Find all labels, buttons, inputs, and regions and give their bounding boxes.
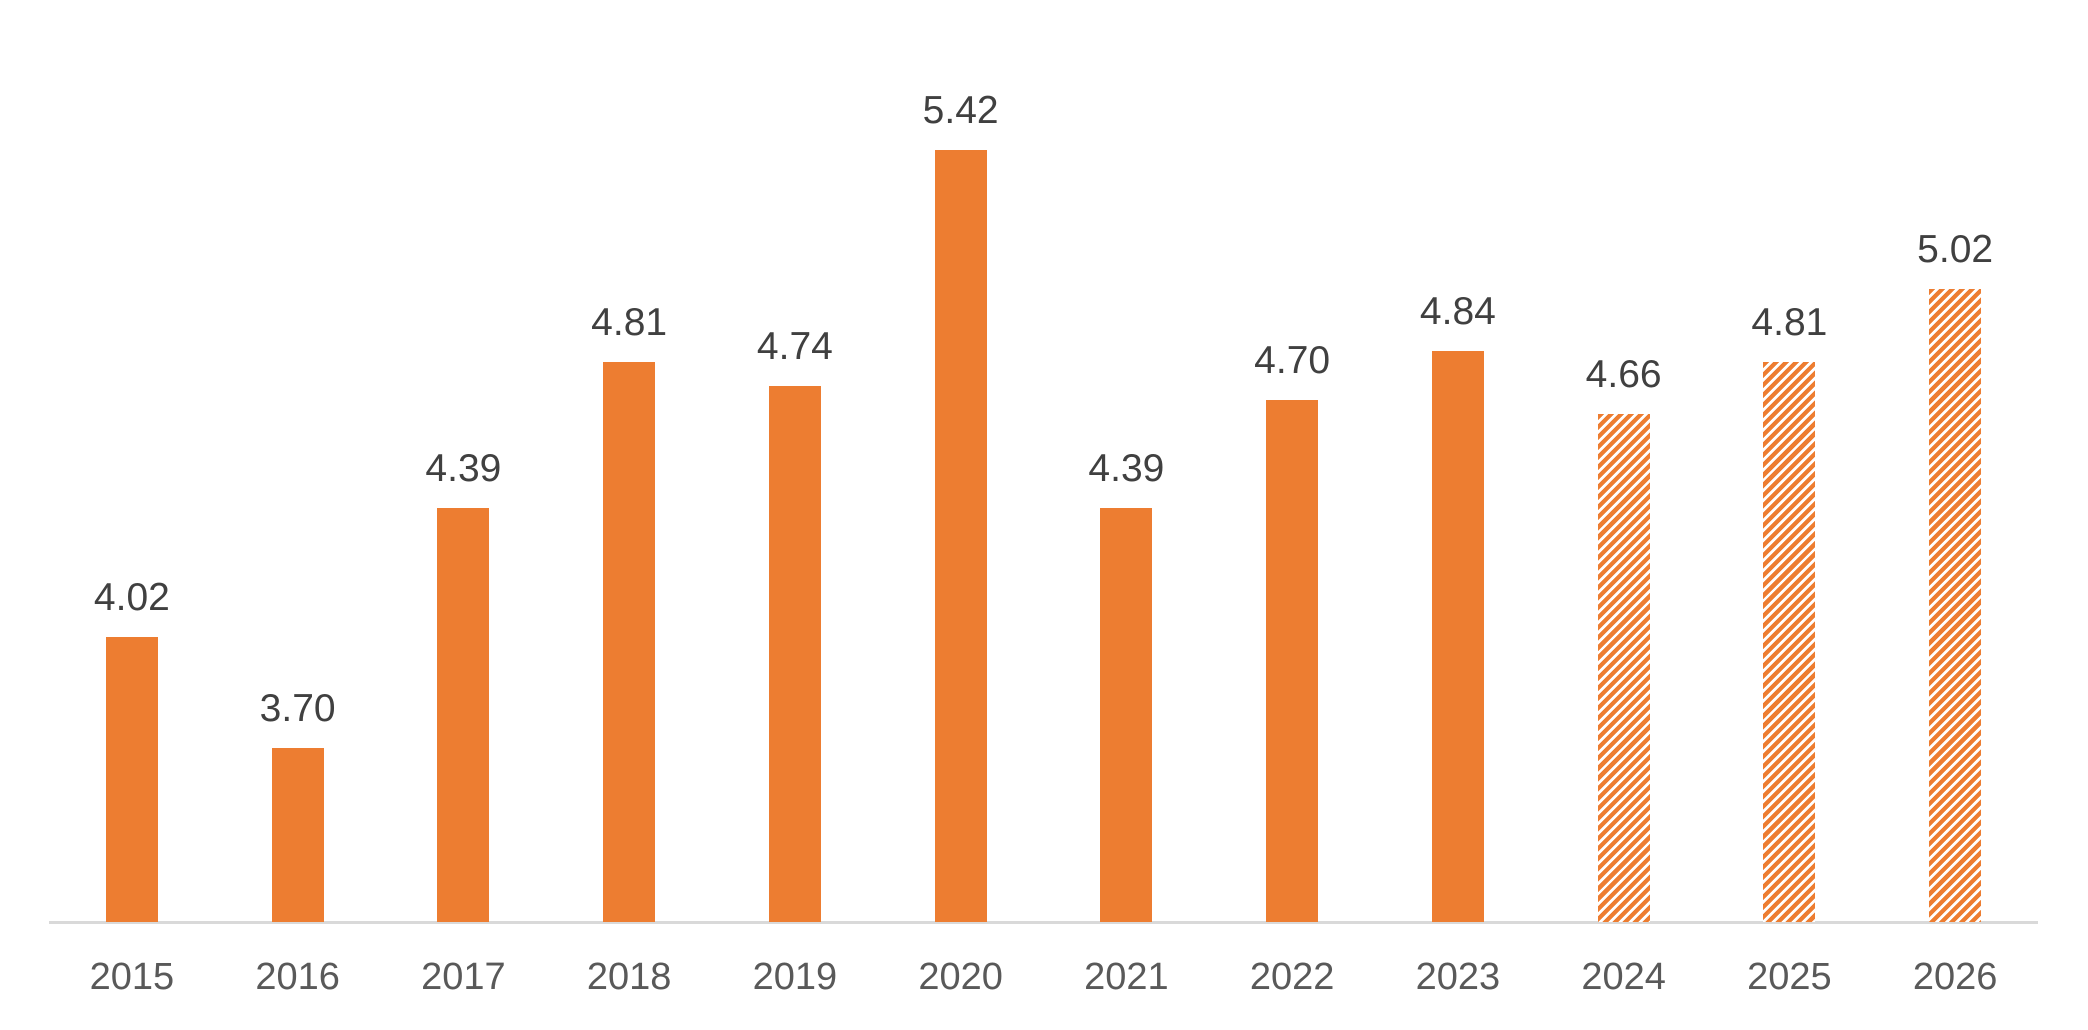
data-label-2026: 5.02	[1917, 227, 1994, 271]
data-label-2019: 4.74	[756, 325, 833, 369]
x-axis-label-2019: 2019	[752, 956, 838, 998]
data-label-2018: 4.81	[591, 300, 668, 344]
bar-2018	[603, 361, 656, 922]
bar-2019	[768, 386, 821, 922]
x-axis-label-2018: 2018	[586, 956, 672, 998]
data-label-2016: 3.70	[259, 687, 336, 731]
x-axis-label-2015: 2015	[89, 956, 175, 998]
x-axis-line	[49, 921, 2038, 924]
x-axis-label-2025: 2025	[1747, 956, 1832, 998]
bar-2017	[437, 507, 490, 922]
data-label-2022: 4.70	[1254, 339, 1331, 383]
data-label-2021: 4.39	[1088, 446, 1165, 490]
data-label-2025: 4.81	[1751, 300, 1828, 344]
x-axis-label-2017: 2017	[421, 956, 506, 998]
bar-2021	[1100, 507, 1153, 922]
data-label-2024: 4.66	[1585, 353, 1662, 397]
bar-2023	[1431, 351, 1484, 922]
data-label-2023: 4.84	[1419, 290, 1496, 334]
data-label-2015: 4.02	[93, 575, 170, 619]
x-axis-label-2023: 2023	[1415, 956, 1501, 998]
bar-2026-forecast	[1929, 288, 1982, 922]
x-axis-label-2016: 2016	[255, 956, 340, 998]
bar-2016	[271, 748, 324, 922]
bar-2025-forecast	[1763, 361, 1816, 922]
x-axis-label-2022: 2022	[1249, 956, 1335, 998]
x-axis-label-2024: 2024	[1581, 956, 1666, 998]
data-label-2020: 5.42	[922, 88, 999, 132]
data-label-2017: 4.39	[425, 446, 502, 490]
bar-2015	[105, 636, 158, 922]
bar-2020	[934, 149, 987, 922]
x-axis-label-2026: 2026	[1912, 956, 1998, 998]
x-axis-label-2020: 2020	[918, 956, 1003, 998]
x-axis-label-2021: 2021	[1084, 956, 1169, 998]
bar-2022	[1266, 400, 1319, 922]
bar-2024-forecast	[1597, 414, 1650, 922]
